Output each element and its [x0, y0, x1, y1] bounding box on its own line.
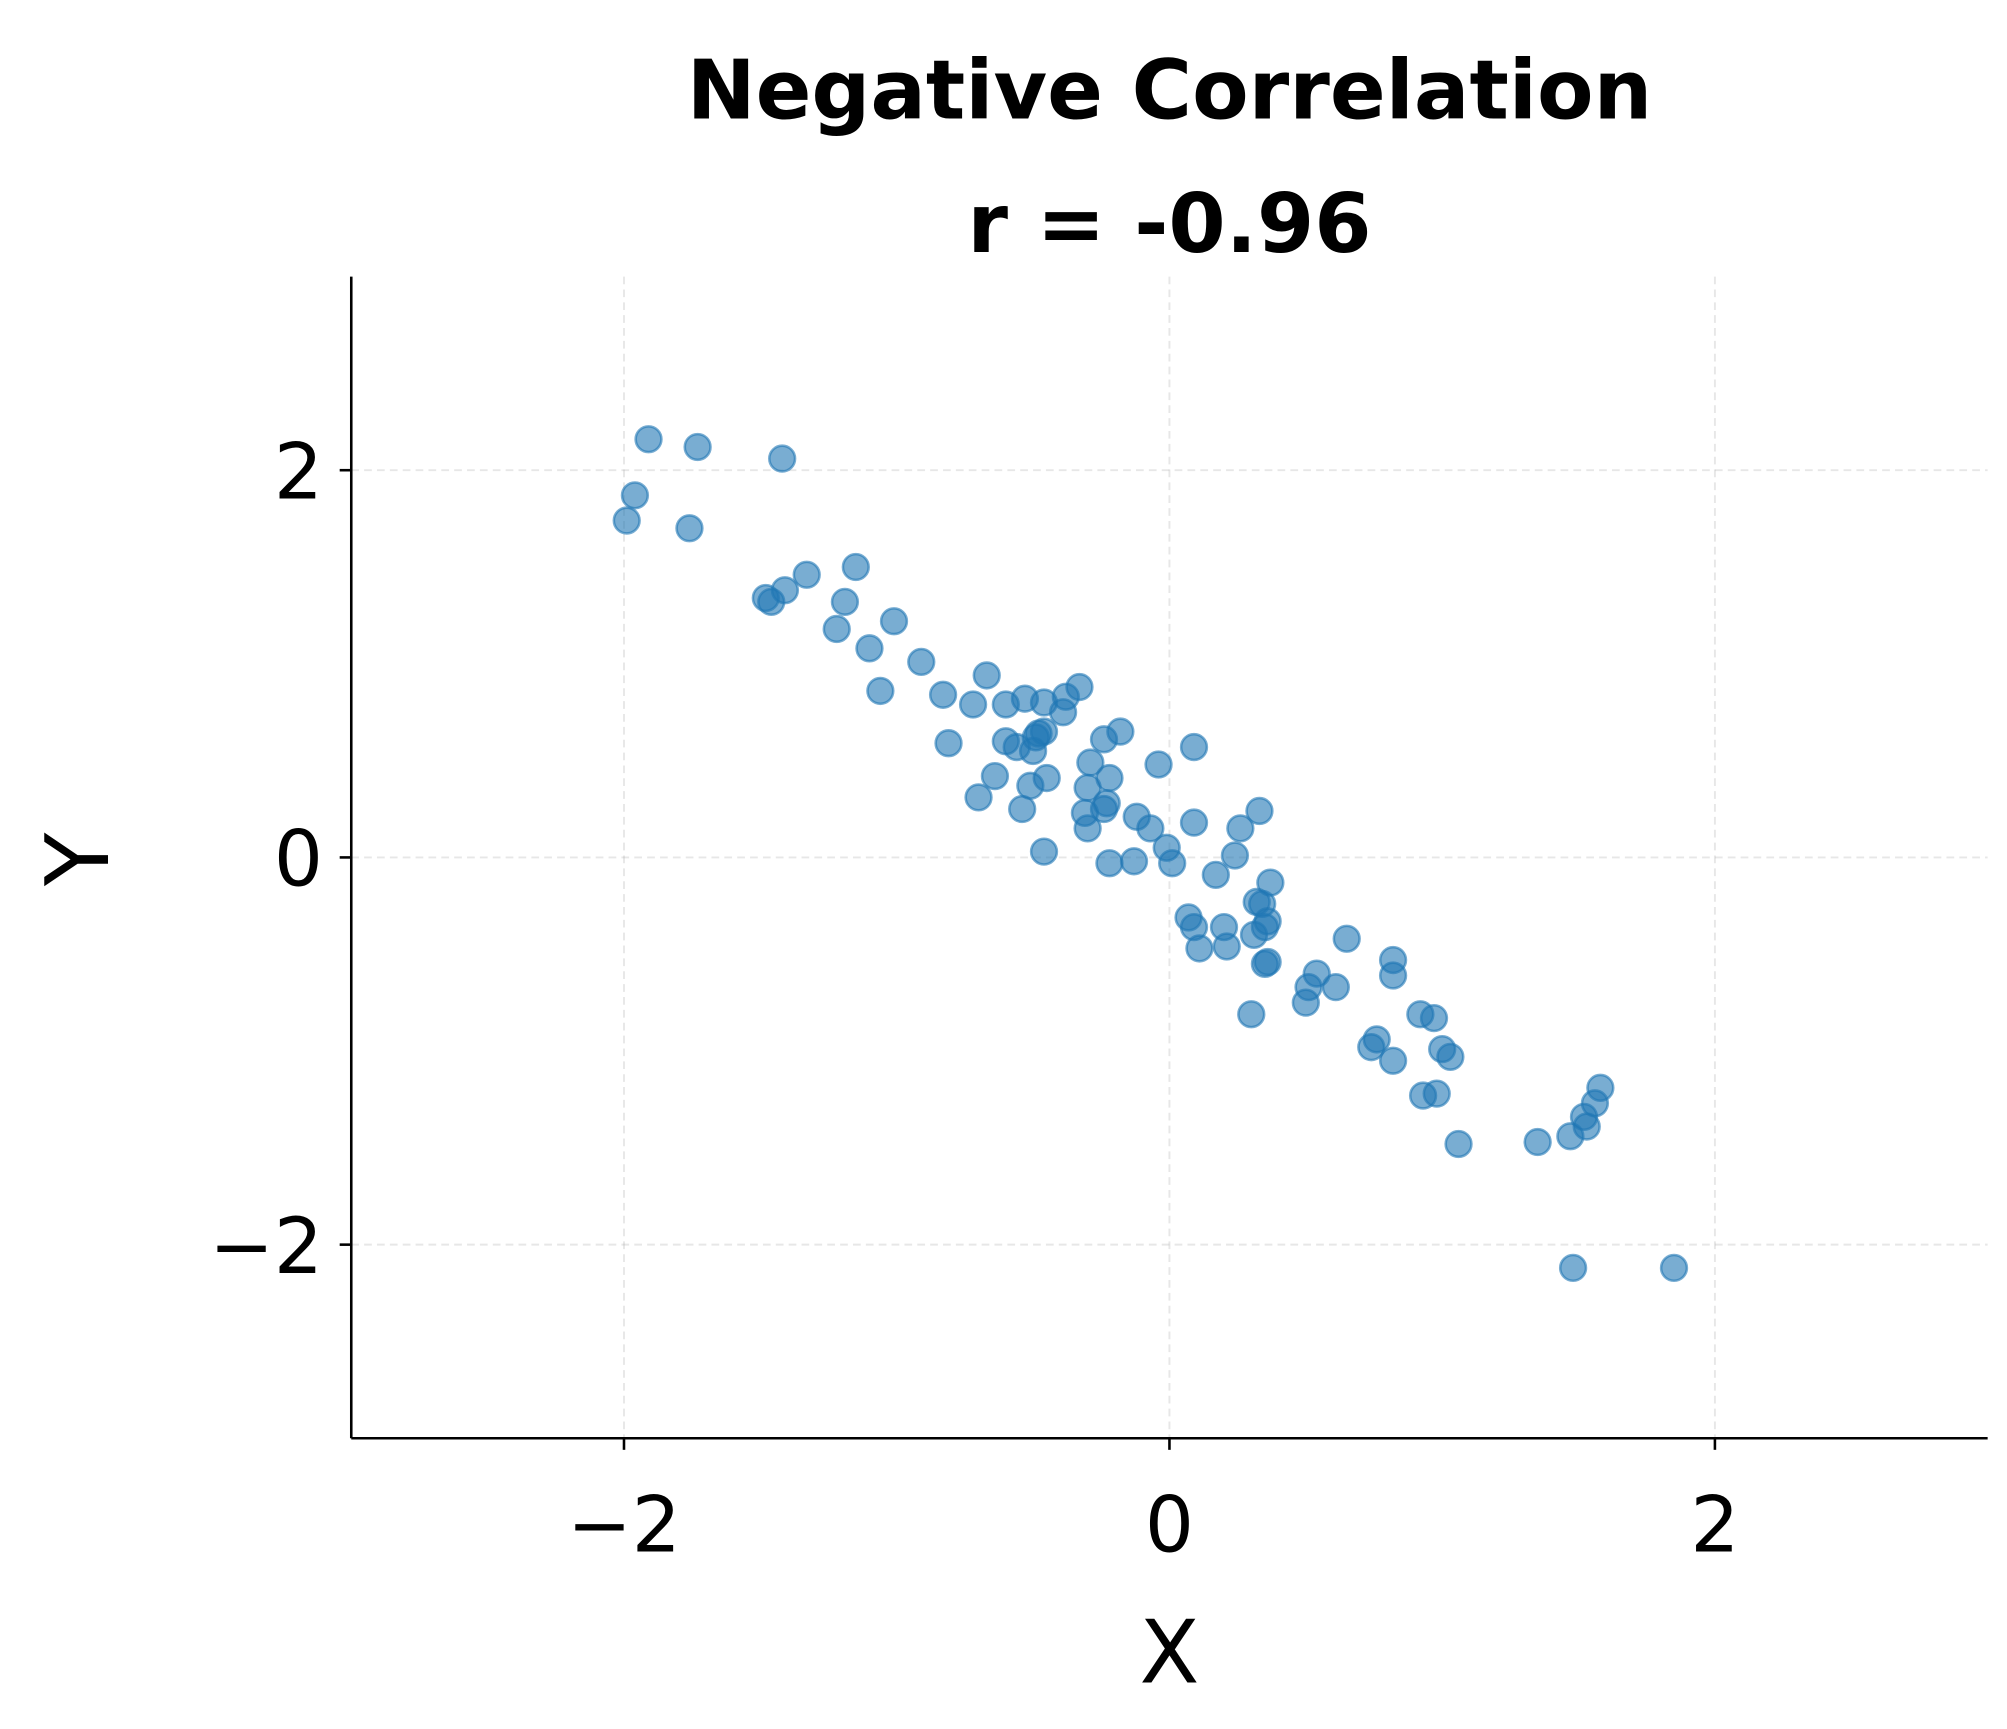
data-point: [768, 444, 797, 473]
data-point: [822, 614, 851, 644]
data-point: [1095, 849, 1124, 878]
data-point: [1119, 847, 1149, 876]
data-point: [1048, 698, 1078, 727]
data-point: [841, 552, 870, 582]
data-point: [1419, 1003, 1449, 1033]
data-point: [1422, 1079, 1451, 1108]
data-point: [855, 634, 884, 663]
data-points: [612, 425, 1689, 1283]
data-point: [1357, 1033, 1386, 1062]
data-point: [1523, 1127, 1552, 1157]
data-point: [1226, 814, 1255, 843]
data-point: [1245, 796, 1274, 826]
data-point: [620, 481, 650, 510]
data-point: [1179, 808, 1209, 837]
data-point: [1378, 961, 1408, 990]
data-point: [830, 587, 860, 617]
data-point: [683, 432, 712, 462]
data-point: [1073, 814, 1102, 843]
data-point: [964, 783, 993, 812]
data-point: [1185, 934, 1214, 963]
data-point: [1029, 837, 1059, 866]
y-tick-label: −2: [209, 1202, 323, 1292]
data-point: [907, 647, 936, 677]
x-axis-label: X: [1139, 1602, 1199, 1704]
data-point: [1016, 771, 1045, 800]
data-point: [1250, 949, 1280, 979]
data-point: [612, 506, 641, 535]
data-point: [1144, 750, 1173, 779]
data-point: [1291, 988, 1320, 1017]
data-point: [1332, 924, 1361, 953]
data-point: [1378, 1046, 1408, 1075]
chart-subtitle: r = -0.96: [967, 177, 1371, 272]
x-tick-label: 0: [1145, 1480, 1194, 1570]
data-point: [1179, 732, 1209, 762]
x-tick-label: −2: [567, 1480, 681, 1570]
chart-title: Negative Correlation: [687, 43, 1653, 138]
data-point: [934, 729, 963, 758]
data-point: [958, 690, 988, 719]
data-point: [928, 680, 958, 709]
data-point: [1556, 1122, 1585, 1151]
data-point: [1558, 1253, 1588, 1283]
y-tick-label: 2: [274, 428, 323, 518]
data-point: [866, 676, 895, 706]
data-point: [634, 425, 663, 454]
data-point: [1444, 1129, 1473, 1159]
y-axis-label: Y: [27, 832, 129, 887]
data-point: [980, 761, 1010, 791]
data-point: [1201, 860, 1230, 890]
data-point: [1659, 1253, 1689, 1283]
grid: [351, 276, 1988, 1439]
x-tick-label: 2: [1690, 1480, 1739, 1570]
y-tick-label: 0: [274, 815, 323, 905]
ticks: −2 0 2 −2 0 2: [209, 428, 1739, 1571]
data-point: [1321, 972, 1350, 1002]
data-point: [1008, 794, 1037, 824]
data-point: [1220, 841, 1250, 870]
data-point: [1158, 849, 1187, 878]
data-point: [1237, 1000, 1266, 1029]
data-point: [972, 661, 1001, 690]
data-point: [757, 587, 786, 617]
data-point: [1436, 1042, 1465, 1071]
data-point: [879, 607, 909, 636]
data-point: [1136, 814, 1165, 843]
data-point: [1212, 932, 1241, 961]
data-point: [792, 560, 821, 589]
data-point: [675, 514, 704, 543]
data-point: [1089, 725, 1119, 754]
data-point: [1239, 920, 1269, 950]
data-point: [1018, 736, 1048, 766]
